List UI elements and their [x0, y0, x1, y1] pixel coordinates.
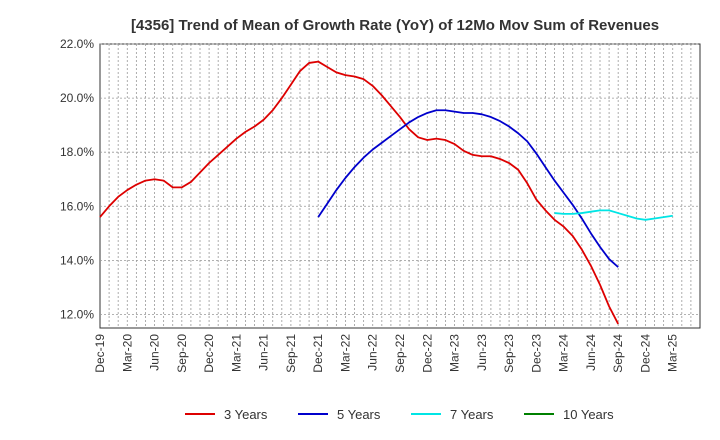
x-tick-label: Jun-20 — [148, 334, 162, 371]
y-tick-label: 18.0% — [60, 145, 94, 159]
x-tick-label: Sep-20 — [175, 334, 189, 373]
x-tick-label: Mar-21 — [229, 334, 243, 372]
y-tick-label: 12.0% — [60, 307, 94, 321]
legend: 3 Years 5 Years 7 Years 10 Years — [185, 407, 614, 422]
y-tick-label: 16.0% — [60, 199, 94, 213]
x-tick-label: Mar-20 — [120, 334, 134, 372]
x-tick-label: Mar-24 — [557, 334, 571, 372]
series-lines — [99, 60, 673, 325]
series-line-7-years — [554, 209, 673, 221]
x-tick-label: Jun-24 — [584, 334, 598, 371]
chart-title: [4356] Trend of Mean of Growth Rate (YoY… — [131, 17, 659, 34]
legend-label: 10 Years — [563, 407, 614, 422]
y-tick-label: 14.0% — [60, 253, 94, 267]
y-tick-label: 22.0% — [60, 37, 94, 51]
x-tick-label: Mar-23 — [448, 334, 462, 372]
x-tick-label: Sep-22 — [393, 334, 407, 373]
x-tick-label: Sep-21 — [284, 334, 298, 373]
x-tick-label: Dec-22 — [420, 334, 434, 373]
series-line-5-years — [317, 109, 619, 268]
legend-label: 3 Years — [224, 407, 268, 422]
x-tick-label: Sep-23 — [502, 334, 516, 373]
legend-label: 5 Years — [337, 407, 381, 422]
x-tick-label: Jun-21 — [257, 334, 271, 371]
x-tick-label: Dec-20 — [202, 334, 216, 373]
x-tick-label: Jun-23 — [475, 334, 489, 371]
x-tick-label: Dec-19 — [93, 334, 107, 373]
y-tick-label: 20.0% — [60, 91, 94, 105]
x-axis-ticks: Dec-19 Mar-20 Jun-20 Sep-20 Dec-20 Mar-21 Jun-… — [93, 334, 680, 373]
legend-label: 7 Years — [450, 407, 494, 422]
grid-lines — [100, 43, 700, 328]
x-tick-label: Mar-25 — [666, 334, 680, 372]
x-tick-label: Dec-23 — [529, 334, 543, 373]
x-tick-label: Sep-24 — [611, 334, 625, 373]
y-axis-ticks: 12.0% 14.0% 16.0% 18.0% 20.0% 22.0% — [60, 37, 94, 321]
x-tick-label: Dec-24 — [638, 334, 652, 373]
x-tick-label: Jun-22 — [366, 334, 380, 371]
series-line-3-years — [99, 60, 619, 325]
x-tick-label: Dec-21 — [311, 334, 325, 373]
x-tick-label: Mar-22 — [338, 334, 352, 372]
